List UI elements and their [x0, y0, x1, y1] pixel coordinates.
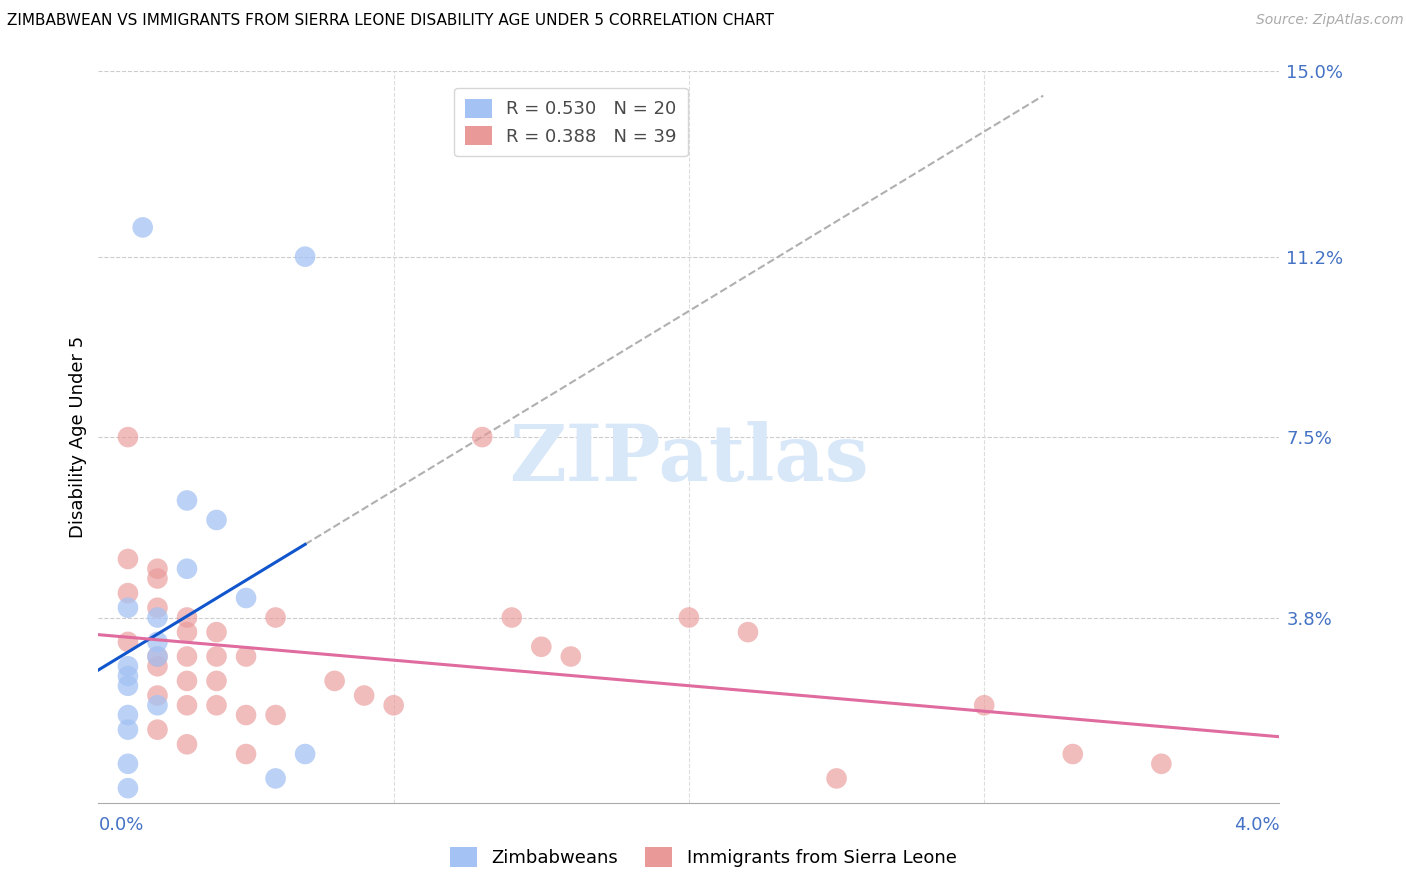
Point [323, 673, 346, 688]
Point [117, 669, 139, 683]
Point [117, 635, 139, 649]
Point [117, 679, 139, 693]
Point [176, 737, 198, 751]
Point [176, 649, 198, 664]
Text: ZIPatlas: ZIPatlas [509, 421, 869, 497]
Point [176, 562, 198, 576]
Point [117, 756, 139, 771]
Point [737, 625, 759, 640]
Point [117, 586, 139, 600]
Point [382, 698, 405, 713]
Point [117, 781, 139, 796]
Point [678, 610, 700, 624]
Point [146, 600, 169, 615]
Point [146, 689, 169, 703]
Point [1150, 756, 1173, 771]
Point [264, 610, 287, 624]
Point [146, 698, 169, 713]
Point [117, 723, 139, 737]
Point [205, 698, 228, 713]
Point [132, 220, 155, 235]
Text: Source: ZipAtlas.com: Source: ZipAtlas.com [1256, 13, 1403, 28]
Point [353, 689, 375, 703]
Point [146, 649, 169, 664]
Point [146, 572, 169, 586]
Point [117, 659, 139, 673]
Point [146, 610, 169, 624]
Y-axis label: Disability Age Under 5: Disability Age Under 5 [69, 336, 87, 538]
Point [176, 625, 198, 640]
Point [264, 772, 287, 786]
Point [235, 591, 257, 605]
Point [471, 430, 494, 444]
Point [146, 562, 169, 576]
Point [264, 708, 287, 723]
Point [146, 649, 169, 664]
Point [973, 698, 995, 713]
Point [825, 772, 848, 786]
Point [560, 649, 582, 664]
Point [205, 625, 228, 640]
Point [146, 659, 169, 673]
Text: 0.0%: 0.0% [98, 816, 143, 834]
Point [205, 513, 228, 527]
Text: 4.0%: 4.0% [1234, 816, 1279, 834]
Point [176, 673, 198, 688]
Point [235, 747, 257, 761]
Point [117, 552, 139, 566]
Point [146, 635, 169, 649]
Point [294, 747, 316, 761]
Point [117, 600, 139, 615]
Point [294, 250, 316, 264]
Point [176, 493, 198, 508]
Legend: Zimbabweans, Immigrants from Sierra Leone: Zimbabweans, Immigrants from Sierra Leon… [443, 839, 963, 874]
Text: ZIMBABWEAN VS IMMIGRANTS FROM SIERRA LEONE DISABILITY AGE UNDER 5 CORRELATION CH: ZIMBABWEAN VS IMMIGRANTS FROM SIERRA LEO… [7, 13, 775, 29]
Point [501, 610, 523, 624]
Point [176, 610, 198, 624]
Point [1062, 747, 1084, 761]
Point [117, 708, 139, 723]
Point [117, 430, 139, 444]
Point [176, 698, 198, 713]
Point [205, 673, 228, 688]
Legend: R = 0.530   N = 20, R = 0.388   N = 39: R = 0.530 N = 20, R = 0.388 N = 39 [454, 87, 688, 156]
Point [146, 723, 169, 737]
Point [235, 708, 257, 723]
Point [235, 649, 257, 664]
Point [530, 640, 553, 654]
Point [205, 649, 228, 664]
